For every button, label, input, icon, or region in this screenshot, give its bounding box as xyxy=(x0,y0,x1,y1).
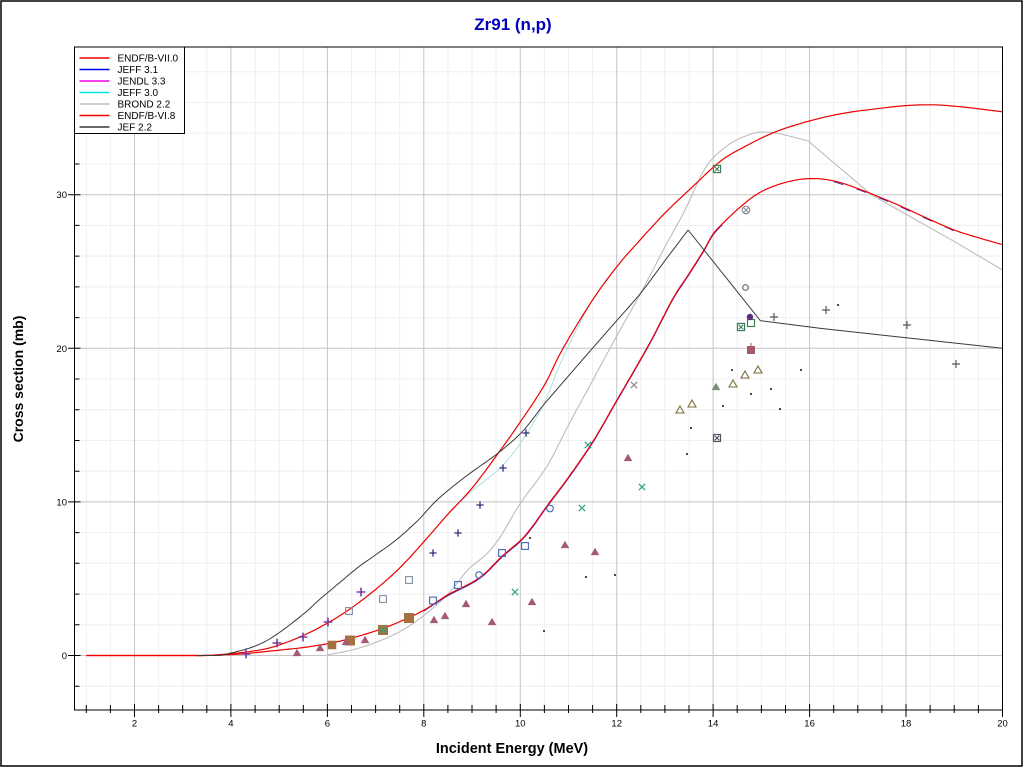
svg-text:Cross section (mb): Cross section (mb) xyxy=(10,316,26,443)
svg-text:20: 20 xyxy=(997,719,1008,730)
svg-text:12: 12 xyxy=(611,719,622,730)
svg-text:ENDF/B-VI.8: ENDF/B-VI.8 xyxy=(118,111,176,122)
svg-text:30: 30 xyxy=(56,190,67,201)
svg-text:6: 6 xyxy=(325,719,330,730)
svg-text:8: 8 xyxy=(421,719,426,730)
svg-text:BROND 2.2: BROND 2.2 xyxy=(118,100,171,111)
svg-text:16: 16 xyxy=(804,719,815,730)
svg-text:Incident Energy (MeV): Incident Energy (MeV) xyxy=(436,741,588,757)
svg-text:20: 20 xyxy=(56,344,67,355)
svg-text:10: 10 xyxy=(515,719,526,730)
svg-text:2: 2 xyxy=(132,719,137,730)
svg-text:14: 14 xyxy=(708,719,719,730)
svg-text:JEFF 3.0: JEFF 3.0 xyxy=(118,88,159,99)
svg-text:18: 18 xyxy=(901,719,912,730)
svg-text:ENDF/B-VII.0: ENDF/B-VII.0 xyxy=(118,54,179,65)
svg-text:JEF 2.2: JEF 2.2 xyxy=(118,123,153,134)
svg-text:JEFF 3.1: JEFF 3.1 xyxy=(118,65,159,76)
svg-text:Zr91 (n,p): Zr91 (n,p) xyxy=(474,15,551,34)
svg-text:4: 4 xyxy=(228,719,233,730)
svg-text:0: 0 xyxy=(62,651,67,662)
svg-text:10: 10 xyxy=(56,497,67,508)
svg-text:JENDL 3.3: JENDL 3.3 xyxy=(118,77,166,88)
